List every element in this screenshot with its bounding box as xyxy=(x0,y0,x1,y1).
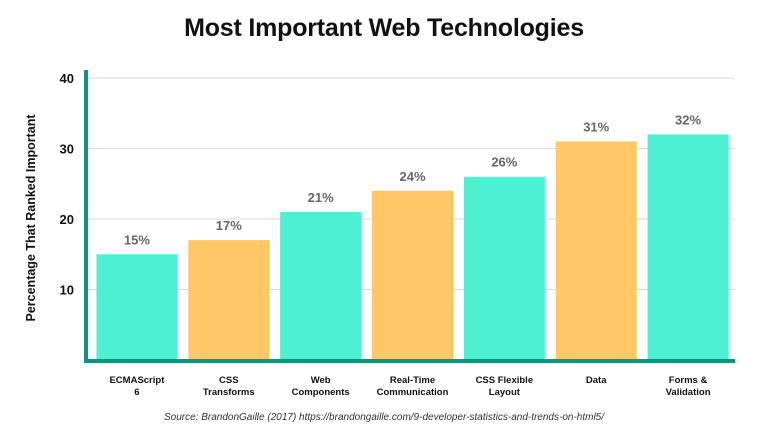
data-label: 26% xyxy=(491,155,517,170)
bar xyxy=(96,254,178,360)
x-tick-label-line: ECMAScript xyxy=(109,375,165,386)
x-tick-label-line: CSS xyxy=(219,375,239,386)
bars xyxy=(96,134,729,360)
bar xyxy=(647,134,729,360)
x-tick-label: Forms & Validation xyxy=(666,375,711,398)
x-tick-label-line: Transforms xyxy=(203,387,255,398)
data-label: 21% xyxy=(308,190,334,205)
x-tick-label: Real-Time Communication xyxy=(377,375,449,398)
data-label: 24% xyxy=(399,169,425,184)
y-tick-label: 10 xyxy=(60,283,74,298)
bar xyxy=(555,141,637,360)
x-tick-label-line: Validation xyxy=(666,387,711,398)
data-label: 15% xyxy=(124,232,150,247)
data-label: 17% xyxy=(216,218,242,233)
y-axis-label: Percentage That Ranked Important xyxy=(24,114,38,322)
x-tick-label: Web Components xyxy=(292,375,350,398)
bar xyxy=(463,176,545,360)
x-tick-label-line: Layout xyxy=(489,387,521,398)
data-label: 31% xyxy=(583,119,609,134)
source-note: Source: BrandonGaille (2017) https://bra… xyxy=(163,412,605,423)
x-tick-label-line: 6 xyxy=(134,387,139,398)
axes xyxy=(84,70,735,363)
x-tick-label-line: Communication xyxy=(377,387,449,398)
y-tick-label: 40 xyxy=(60,71,74,86)
x-tick-label: ECMAScript 6 xyxy=(109,375,165,398)
bar xyxy=(372,190,453,360)
x-tick-label: CSS Transforms xyxy=(203,375,255,398)
bar xyxy=(188,240,270,360)
y-tick-label: 30 xyxy=(60,142,74,157)
x-tick-label: CSS Flexible Layout xyxy=(476,375,534,398)
x-tick-label-line: Web xyxy=(311,375,331,386)
labels: 10 20 30 40 15% ECMAScript 6 17% CSS Transforms 21… xyxy=(60,71,711,398)
x-tick-label-line: Forms & xyxy=(669,375,708,386)
x-tick-label-line: Data xyxy=(586,375,607,386)
x-tick-label: Data xyxy=(586,375,607,386)
data-label: 32% xyxy=(675,112,701,127)
y-tick-label: 20 xyxy=(60,212,74,227)
chart-title: Most Important Web Technologies xyxy=(184,14,584,42)
bar xyxy=(280,211,362,360)
x-tick-label-line: Components xyxy=(292,387,350,398)
x-tick-label-line: CSS Flexible xyxy=(476,375,534,386)
x-tick-label-line: Real-Time xyxy=(390,375,435,386)
